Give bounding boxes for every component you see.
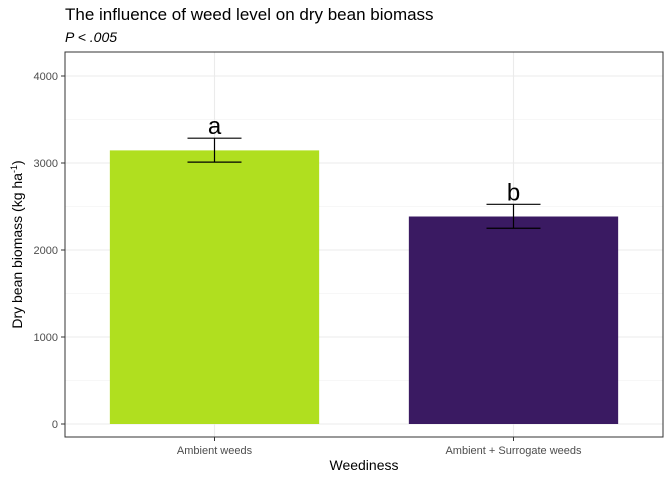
y-tick-label: 3000 — [34, 158, 58, 170]
x-tick-label: Ambient weeds — [177, 445, 253, 457]
y-axis-title-superscript: -1 — [9, 165, 19, 173]
error-bars — [187, 137, 541, 229]
bar — [408, 216, 619, 424]
significance-labels: ab — [208, 113, 520, 206]
chart-subtitle: P < .005 — [65, 29, 118, 45]
significance-label: a — [208, 113, 222, 140]
bars — [109, 150, 619, 424]
y-axis-title-end: ) — [9, 160, 25, 165]
chart-title: The influence of weed level on dry bean … — [65, 5, 434, 24]
significance-label: b — [507, 179, 520, 206]
x-axis-ticks: Ambient weeds Ambient + Surrogate weeds — [177, 437, 582, 457]
y-tick-label: 0 — [52, 419, 58, 431]
y-tick-label: 2000 — [34, 245, 58, 257]
y-tick-label: 1000 — [34, 332, 58, 344]
y-tick-label: 4000 — [34, 71, 58, 83]
x-tick-label: Ambient + Surrogate weeds — [445, 445, 582, 457]
x-axis-title: Weediness — [329, 457, 398, 473]
plot-panel-border — [64, 51, 664, 438]
bar — [109, 150, 320, 424]
y-axis-title-main: Dry bean biomass (kg ha — [9, 173, 25, 329]
y-axis-title: Dry bean biomass (kg ha-1) — [9, 160, 25, 328]
y-axis-ticks: 0 1000 2000 3000 4000 — [34, 71, 65, 431]
